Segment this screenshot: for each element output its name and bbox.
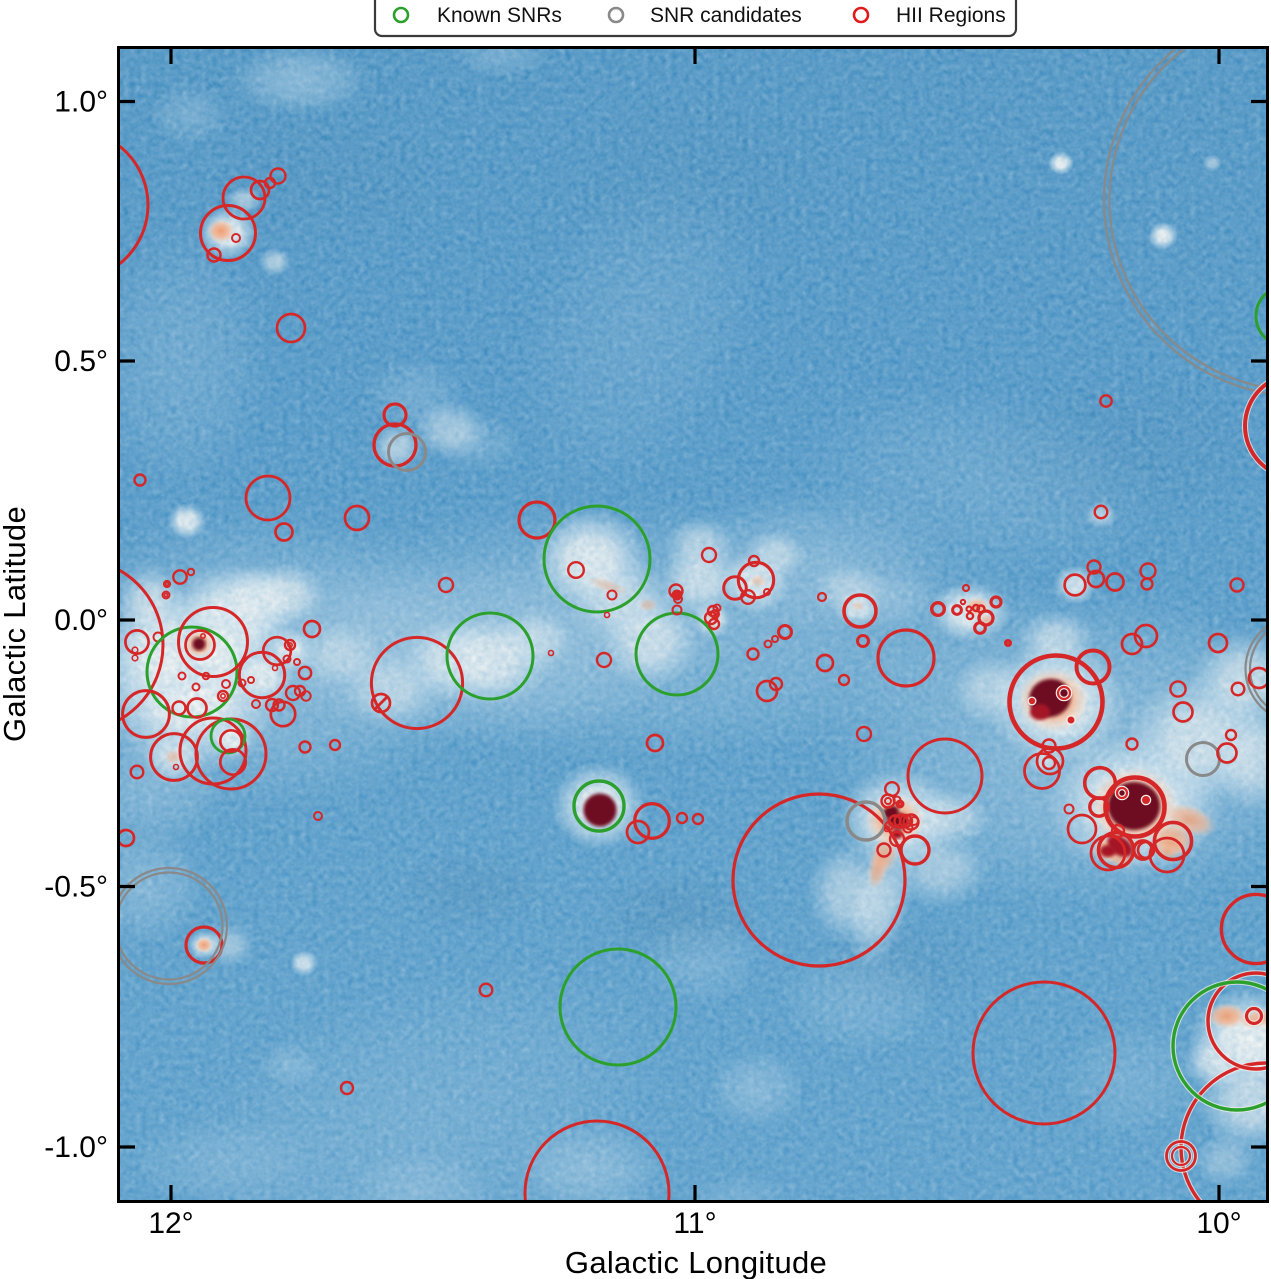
svg-text:11°: 11° (673, 1207, 716, 1240)
svg-text:0.0°: 0.0° (54, 604, 108, 637)
svg-text:Known SNRs: Known SNRs (437, 4, 562, 27)
svg-text:-1.0°: -1.0° (44, 1131, 108, 1164)
svg-text:Galactic Longitude: Galactic Longitude (565, 1245, 827, 1279)
svg-text:12°: 12° (148, 1207, 193, 1240)
svg-text:SNR candidates: SNR candidates (650, 4, 802, 27)
svg-text:0.5°: 0.5° (54, 345, 108, 378)
svg-text:Galactic Latitude: Galactic Latitude (0, 506, 32, 742)
svg-text:HII Regions: HII Regions (896, 4, 1006, 27)
svg-text:-0.5°: -0.5° (44, 871, 108, 904)
svg-text:10°: 10° (1196, 1207, 1241, 1240)
svg-text:1.0°: 1.0° (54, 86, 108, 119)
